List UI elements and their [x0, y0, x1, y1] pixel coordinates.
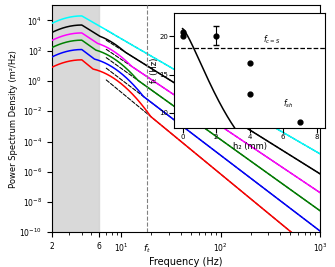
Point: [297, 120, 303, 124]
Bar: [52, 5, 99, 232]
Point: [247, 92, 252, 96]
Point: [213, 33, 219, 38]
X-axis label: Frequency (Hz): Frequency (Hz): [149, 257, 223, 267]
Point: [180, 30, 185, 35]
Point: [247, 61, 252, 65]
X-axis label: h₂ (mm): h₂ (mm): [232, 142, 267, 151]
Text: $f_{sh}$: $f_{sh}$: [283, 98, 293, 110]
Point: [180, 34, 185, 38]
Text: $f_{c=S}$: $f_{c=S}$: [263, 33, 280, 46]
Text: $f_t$: $f_t$: [143, 243, 151, 255]
Y-axis label: Power Spectrum Density (m²/Hz): Power Spectrum Density (m²/Hz): [9, 50, 18, 188]
Y-axis label: fₜ (Hz): fₜ (Hz): [150, 58, 159, 84]
